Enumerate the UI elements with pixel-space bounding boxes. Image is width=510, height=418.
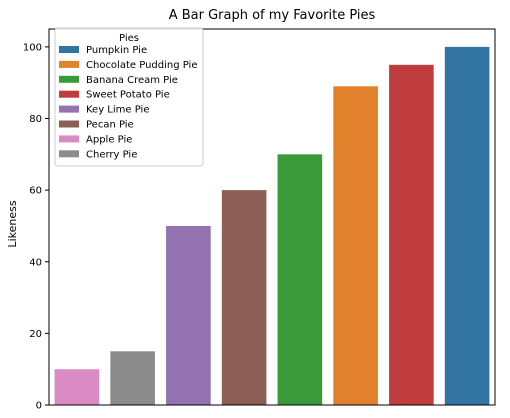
legend-swatch-pumpkin-pie [59,46,79,53]
legend-swatch-chocolate-pudding-pie [59,60,79,68]
y-tick-label: 60 [29,186,42,197]
legend-swatch-apple-pie [59,135,79,143]
bar-pecan-pie [221,190,267,405]
y-tick-label: 80 [29,114,42,125]
bar-pumpkin-pie [444,46,490,406]
bar-chocolate-pudding-pie [333,86,378,406]
legend-box [54,27,204,167]
y-tick-label: 100 [23,42,42,53]
legend-swatch-banana-cream-pie [59,75,79,83]
legend-label-key-lime-pie: Key Lime Pie [86,105,149,116]
bar-banana-cream-pie [277,154,323,405]
legend-swatch-pecan-pie [59,120,79,128]
y-axis-label: Likeness [6,200,19,247]
legend-label-pecan-pie: Pecan Pie [86,120,134,131]
legend-label-sweet-potato-pie: Sweet Potato Pie [86,90,170,101]
bar-cherry-pie [110,351,155,405]
legend-swatch-cherry-pie [59,150,79,158]
y-tick-label: 20 [29,329,42,340]
legend-swatch-sweet-potato-pie [59,90,79,98]
legend-swatch-key-lime-pie [59,105,79,113]
y-tick-label: 40 [29,257,42,268]
y-axis: 0 20 40 60 80 100 [23,42,49,412]
legend-label-cherry-pie: Cherry Pie [86,149,137,160]
bar-key-lime-pie [166,225,211,405]
bar-sweet-potato-pie [389,64,434,405]
legend-label-apple-pie: Apple Pie [86,134,132,145]
legend-label-banana-cream-pie: Banana Cream Pie [86,75,178,86]
chart-title: A Bar Graph of my Favorite Pies [169,8,376,23]
bars-layer [54,46,490,406]
legend-label-pumpkin-pie: Pumpkin Pie [86,45,147,56]
legend-title: Pies [119,33,139,44]
bar-apple-pie [54,369,100,405]
plot-frame [48,28,496,406]
legend-label-chocolate-pudding-pie: Chocolate Pudding Pie [86,60,197,71]
legend: Pies Pumpkin Pie Chocolate Pudding Pie Ban… [54,27,204,167]
y-tick-label: 0 [36,401,42,412]
